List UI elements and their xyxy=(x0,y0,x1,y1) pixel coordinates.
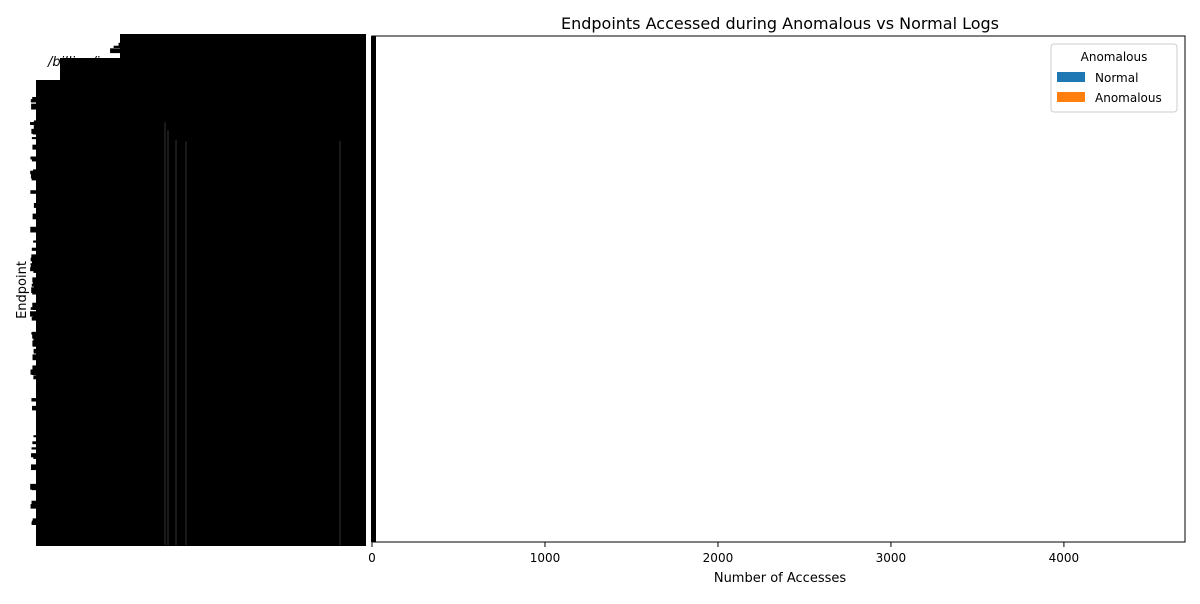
x-tick-label: 2000 xyxy=(703,551,734,565)
y-tick-smear-block xyxy=(36,80,366,546)
y-tick-smear-edge xyxy=(33,214,41,220)
y-tick-smear-edge xyxy=(33,354,45,360)
y-tick-smear-edge xyxy=(119,43,127,46)
y-tick-smear-edge xyxy=(33,435,42,437)
y-tick-label-block: /billing/invoice xyxy=(30,34,366,546)
y-tick-smear-edge xyxy=(34,203,41,208)
y-tick-smear-edge xyxy=(34,120,57,126)
y-tick-smear-edge xyxy=(32,290,56,295)
y-tick-smear-edge xyxy=(32,266,56,268)
x-tick-label: 0 xyxy=(368,551,376,565)
y-tick-smear-edge xyxy=(33,240,47,242)
y-tick-smear-edge xyxy=(32,248,51,251)
legend-swatch xyxy=(1057,72,1085,82)
y-tick-smear-edge xyxy=(31,398,42,401)
chart-title: Endpoints Accessed during Anomalous vs N… xyxy=(561,14,999,33)
y-tick-smear-edge xyxy=(32,344,40,347)
y-tick-smear-edge xyxy=(33,307,46,310)
y-tick-smear-edge xyxy=(110,48,130,53)
y-tick-smear-edge xyxy=(32,176,41,181)
y-tick-smear-edge xyxy=(30,227,51,233)
y-tick-smear-edge xyxy=(33,281,47,285)
y-tick-smear-edge xyxy=(32,522,45,525)
legend[interactable]: Anomalous Normal Anomalous xyxy=(1051,44,1177,112)
y-tick-smear-edge xyxy=(31,332,47,334)
y-tick-smear-edge xyxy=(32,447,49,449)
y-tick-smear-edge xyxy=(31,464,48,470)
x-tick-label: 4000 xyxy=(1049,551,1080,565)
y-tick-smear-edge xyxy=(32,159,49,162)
legend-label: Normal xyxy=(1095,71,1138,85)
y-tick-marks xyxy=(371,36,376,542)
y-tick-smear-edge xyxy=(32,501,54,506)
y-tick-smear-edge xyxy=(30,190,48,194)
y-tick-smear-edge xyxy=(65,75,73,77)
y-tick-smear-edge xyxy=(32,317,40,321)
y-tick-smear-edge xyxy=(31,129,42,134)
y-tick-smear-edge xyxy=(31,100,54,102)
x-axis-label: Number of Accesses xyxy=(714,571,847,586)
y-tick-smear-edge xyxy=(128,36,143,38)
y-tick-smear-edge xyxy=(32,137,44,139)
legend-label: Anomalous xyxy=(1095,91,1162,105)
y-axis-label: Endpoint xyxy=(15,261,30,319)
y-tick-smear-edge xyxy=(31,453,48,457)
bars xyxy=(371,36,376,542)
y-tick-smear-edge xyxy=(31,254,56,259)
y-tick-smear-edge xyxy=(30,171,36,174)
y-tick-smear-edge xyxy=(33,375,50,379)
y-tick-smear-edge xyxy=(33,270,49,273)
x-axis: 0 1000 2000 3000 4000 xyxy=(368,542,1079,565)
y-tick-smear-edge xyxy=(30,311,49,316)
y-tick-label: /billing/invoice xyxy=(47,55,142,70)
y-tick-smear-edge xyxy=(32,441,40,444)
y-tick-smear-edge xyxy=(33,369,53,372)
y-tick-smear-edge xyxy=(32,406,43,411)
y-tick-smear-edge xyxy=(31,263,46,265)
x-tick-label: 1000 xyxy=(530,551,561,565)
x-tick-label: 3000 xyxy=(876,551,907,565)
legend-title: Anomalous xyxy=(1081,50,1148,64)
y-tick-smear-edge xyxy=(33,485,44,488)
y-tick-smear-edge xyxy=(32,145,52,150)
y-tick-smear-edge xyxy=(33,337,53,342)
y-tick-smear-edge xyxy=(31,104,49,110)
legend-swatch xyxy=(1057,92,1085,102)
y-tick-smear-edge xyxy=(34,349,42,352)
